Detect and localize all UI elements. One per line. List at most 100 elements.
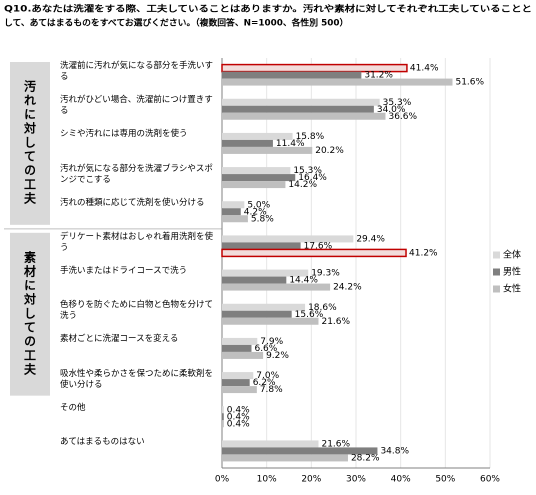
bar bbox=[222, 406, 224, 414]
x-tick-label: 10% bbox=[257, 475, 277, 485]
y-tick-label: 汚れの種類に応じて洗剤を使い分ける bbox=[60, 197, 205, 208]
bar bbox=[222, 139, 273, 147]
value-label: 29.4% bbox=[356, 234, 385, 244]
bar bbox=[222, 235, 354, 243]
bar bbox=[222, 344, 252, 352]
x-tick-label: 0% bbox=[215, 475, 230, 485]
bar bbox=[222, 78, 453, 86]
x-tick-label: 50% bbox=[435, 475, 455, 485]
bar bbox=[222, 379, 250, 387]
y-tick-label: 吸水性や柔らかさを保つために柔軟剤を使い分ける bbox=[60, 368, 214, 390]
bar bbox=[222, 105, 374, 113]
bar bbox=[222, 454, 348, 462]
value-label: 51.6% bbox=[455, 78, 484, 88]
bar bbox=[222, 167, 291, 175]
legend-label: 女性 bbox=[503, 283, 521, 295]
value-label: 19.3% bbox=[311, 269, 340, 279]
bar bbox=[222, 98, 380, 106]
group-box bbox=[10, 232, 50, 396]
value-label: 9.2% bbox=[266, 351, 289, 361]
bar bbox=[222, 174, 296, 182]
value-label: 4.2% bbox=[244, 207, 267, 217]
value-label: 34.0% bbox=[377, 105, 406, 115]
bar bbox=[222, 215, 248, 223]
legend-label: 男性 bbox=[503, 266, 521, 278]
bar bbox=[222, 132, 293, 140]
bar bbox=[222, 276, 287, 284]
bar bbox=[222, 351, 264, 359]
bar bbox=[222, 440, 319, 448]
value-label: 18.6% bbox=[308, 303, 337, 313]
legend-label: 全体 bbox=[503, 249, 521, 261]
value-label: 16.4% bbox=[298, 173, 327, 183]
y-tick-label: 汚れがひどい場合、洗濯前につけ置きする bbox=[60, 95, 213, 117]
value-label: 24.2% bbox=[333, 283, 362, 293]
y-tick-label: 手洗いまたはドライコースで洗う bbox=[60, 266, 188, 277]
value-label: 5.0% bbox=[247, 200, 270, 210]
bar bbox=[222, 447, 378, 455]
y-tick-label: あてはまるものはない bbox=[60, 436, 145, 447]
bar bbox=[221, 248, 407, 258]
value-label: 7.8% bbox=[260, 385, 283, 395]
value-label: 36.6% bbox=[388, 112, 417, 122]
value-label: 15.8% bbox=[296, 132, 325, 142]
value-label: 0.4% bbox=[227, 412, 250, 422]
bar bbox=[222, 269, 309, 277]
value-label: 31.2% bbox=[364, 71, 393, 81]
value-label: 15.6% bbox=[295, 310, 324, 320]
value-label: 14.2% bbox=[288, 180, 317, 190]
value-label: 41.2% bbox=[409, 248, 438, 258]
bar bbox=[222, 146, 313, 154]
group-box bbox=[10, 62, 50, 225]
x-tick-label: 40% bbox=[391, 475, 411, 485]
group-label: 汚れに対しての工夫 bbox=[22, 80, 37, 207]
value-label: 6.6% bbox=[254, 344, 277, 354]
bar bbox=[222, 181, 286, 189]
bar bbox=[222, 112, 386, 120]
bar bbox=[222, 372, 254, 380]
value-label: 7.9% bbox=[260, 337, 283, 347]
value-label: 28.2% bbox=[351, 453, 380, 463]
value-label: 15.3% bbox=[293, 166, 322, 176]
bar bbox=[222, 413, 224, 421]
value-label: 0.4% bbox=[227, 419, 250, 429]
legend-swatch bbox=[493, 251, 500, 259]
x-tick-label: 30% bbox=[346, 475, 366, 485]
y-tick-label: 汚れが気になる部分を洗濯ブラシやスポンジでこする bbox=[60, 163, 213, 185]
bar bbox=[222, 337, 258, 345]
value-label: 14.4% bbox=[289, 276, 318, 286]
bar bbox=[222, 71, 362, 79]
bar bbox=[222, 201, 245, 209]
value-label: 5.8% bbox=[251, 214, 274, 224]
chart-title: Q10.あなたは洗濯をする際、工夫していることはありますか。汚れや素材に対してそ… bbox=[4, 3, 532, 15]
bar bbox=[222, 242, 301, 250]
legend-swatch bbox=[493, 285, 500, 293]
chart-title: して、あてはまるものをすべてお選びください。（複数回答、N=1000、各性別 5… bbox=[4, 17, 348, 29]
y-tick-label: シミや汚れには専用の洗剤を使う bbox=[60, 129, 188, 140]
value-label: 6.2% bbox=[253, 378, 276, 388]
bar bbox=[222, 317, 319, 325]
y-tick-label: デリケート素材はおしゃれ着用洗剤を使う bbox=[60, 231, 214, 253]
value-label: 35.3% bbox=[383, 98, 412, 108]
value-label: 17.6% bbox=[304, 241, 333, 251]
group-label: 素材に対しての工夫 bbox=[22, 251, 37, 378]
x-tick-label: 60% bbox=[480, 475, 500, 485]
value-label: 21.6% bbox=[321, 439, 350, 449]
value-label: 0.4% bbox=[227, 405, 250, 415]
y-tick-label: 洗濯前に汚れが気になる部分を手洗いする bbox=[60, 61, 214, 83]
bar bbox=[222, 420, 224, 428]
bar bbox=[222, 208, 241, 216]
value-label: 7.0% bbox=[256, 371, 279, 381]
x-tick-label: 20% bbox=[301, 475, 321, 485]
y-tick-label: その他 bbox=[60, 402, 86, 413]
value-label: 20.2% bbox=[315, 146, 344, 156]
y-tick-label: 色移りを防ぐために白物と色物を分けて洗う bbox=[60, 300, 214, 322]
legend-swatch bbox=[493, 268, 500, 276]
bar bbox=[222, 283, 331, 291]
bar bbox=[222, 386, 257, 394]
bar bbox=[222, 310, 292, 318]
bar bbox=[222, 303, 306, 311]
value-label: 41.4% bbox=[410, 64, 439, 74]
